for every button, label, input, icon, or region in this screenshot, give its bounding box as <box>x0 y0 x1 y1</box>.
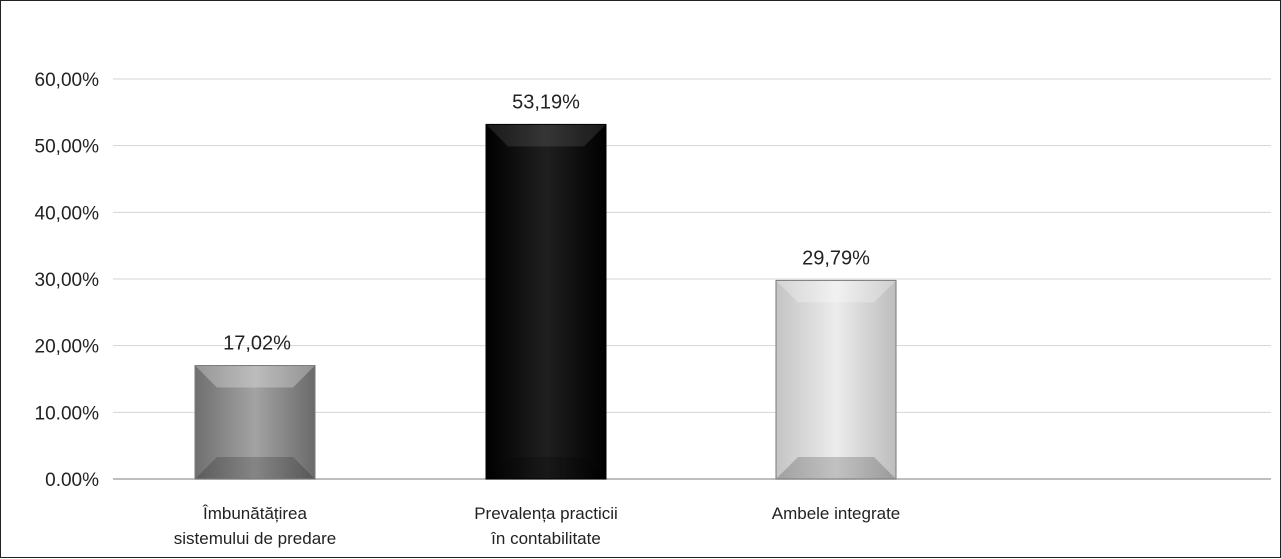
data-label: 29,79% <box>802 247 870 269</box>
y-tick-label: 20,00% <box>35 337 100 358</box>
data-labels: 17,02% 53,19% 29,79% <box>223 91 870 354</box>
y-tick-label: 50,00% <box>35 137 100 158</box>
data-label: 53,19% <box>512 91 580 113</box>
bar <box>775 279 897 480</box>
bar-bevel-top <box>486 124 606 147</box>
y-tick-label: 30,00% <box>35 270 100 291</box>
bar-bevel-top <box>195 365 315 388</box>
bar-bevel-top <box>776 280 896 303</box>
bar-bevel-bottom <box>776 457 896 479</box>
bar-bevel-bottom <box>195 457 315 479</box>
x-tick-label: Ambele integrate <box>772 504 901 523</box>
bar <box>194 365 316 480</box>
data-label: 17,02% <box>223 333 291 355</box>
x-axis-labels: Îmbunătățirea sistemului de predare Preval… <box>174 504 901 548</box>
bar-body <box>195 365 315 479</box>
bar-body <box>486 124 606 480</box>
bar-outline <box>485 123 607 480</box>
bar-outline <box>194 365 316 480</box>
bar-body <box>776 280 896 479</box>
bar-bevel-bottom <box>486 457 606 479</box>
bars <box>194 123 897 480</box>
y-tick-label: 60,00% <box>35 70 100 91</box>
x-tick-label: în contabilitate <box>490 529 601 548</box>
bar-outline <box>775 279 897 480</box>
x-tick-label: Îmbunătățirea <box>202 504 307 523</box>
y-tick-label: 10.00% <box>35 403 100 424</box>
y-tick-label: 0.00% <box>45 470 99 491</box>
x-tick-label: Prevalența practicii <box>474 504 618 523</box>
x-tick-label: sistemului de predare <box>174 529 337 548</box>
y-tick-label: 40,00% <box>35 203 100 224</box>
bar <box>485 123 607 480</box>
y-axis-ticks: 0.00% 10.00% 20,00% 30,00% 40,00% 50,00% 60,00… <box>35 70 100 491</box>
